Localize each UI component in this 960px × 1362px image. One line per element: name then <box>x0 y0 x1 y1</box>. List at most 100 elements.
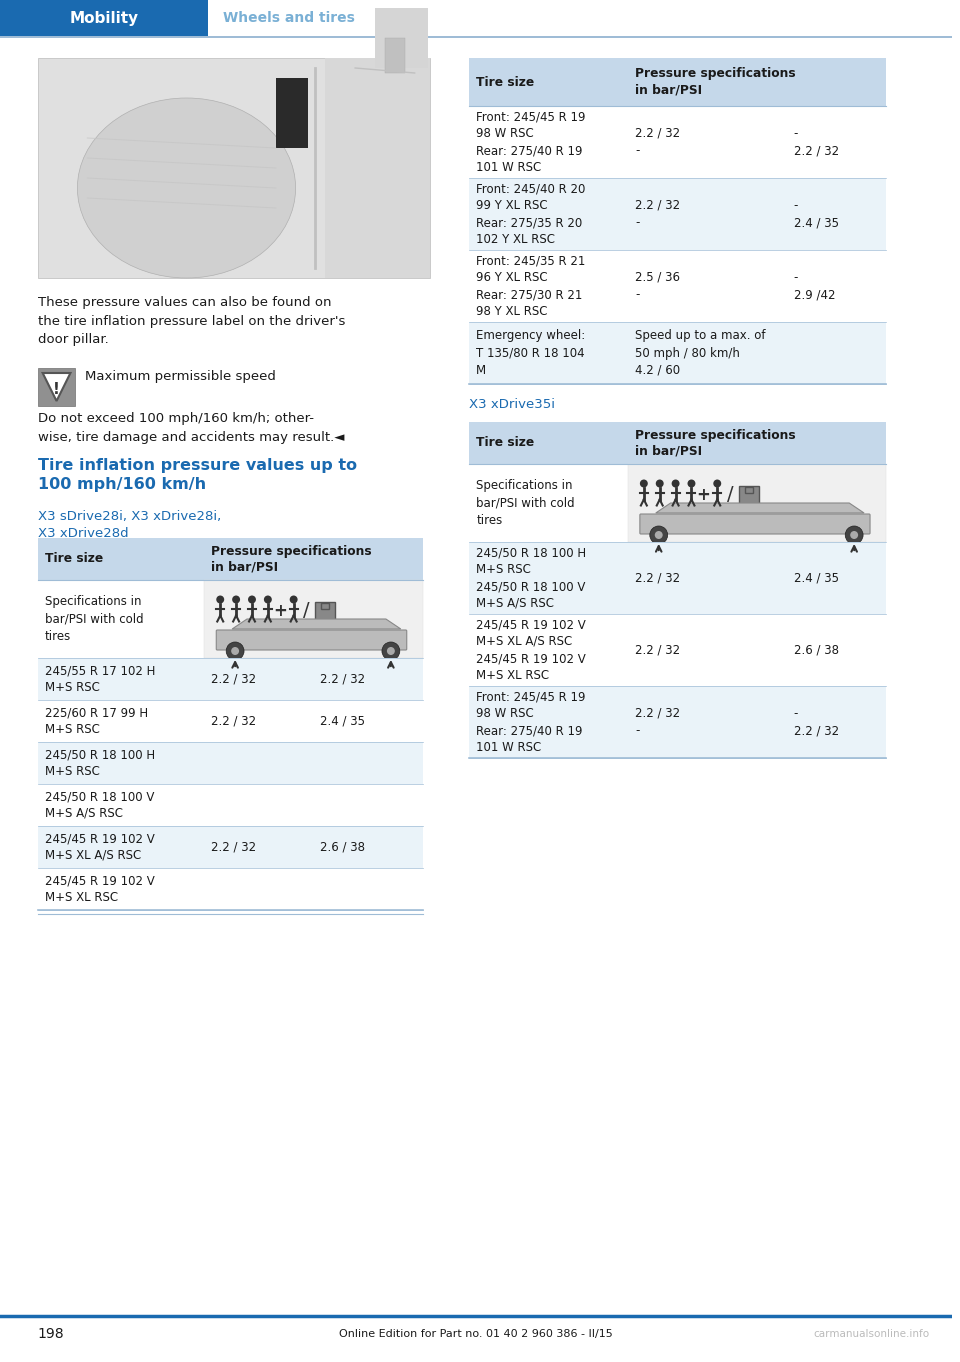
Bar <box>469 178 886 251</box>
Text: Speed up to a max. of
50 mph / 80 km/h
4.2 / 60: Speed up to a max. of 50 mph / 80 km/h 4… <box>635 330 765 376</box>
Text: 245/45 R 19 102 V
M+S XL A/S RSC: 245/45 R 19 102 V M+S XL A/S RSC <box>45 832 155 862</box>
Bar <box>37 700 422 742</box>
Text: Specifications in
bar/PSI with cold
tires: Specifications in bar/PSI with cold tire… <box>45 595 143 643</box>
Bar <box>37 785 422 825</box>
Text: 2.4 / 35: 2.4 / 35 <box>794 572 839 584</box>
Circle shape <box>851 531 858 539</box>
Circle shape <box>382 642 399 661</box>
Text: Pressure specifications
in bar/PSI: Pressure specifications in bar/PSI <box>635 429 796 458</box>
Text: /: / <box>727 485 733 504</box>
Bar <box>316 602 335 620</box>
Bar <box>469 106 886 178</box>
Bar <box>204 580 422 658</box>
Text: +: + <box>273 602 287 620</box>
Circle shape <box>655 531 662 539</box>
Text: -
2.9 /42: - 2.9 /42 <box>794 271 835 301</box>
Text: /: / <box>303 601 310 620</box>
Circle shape <box>845 526 863 543</box>
Text: 2.2 / 32
-: 2.2 / 32 - <box>635 199 680 229</box>
Circle shape <box>650 526 667 543</box>
Circle shape <box>264 595 272 603</box>
FancyBboxPatch shape <box>216 631 407 650</box>
Text: Mobility: Mobility <box>70 11 139 26</box>
Bar <box>628 464 886 542</box>
Polygon shape <box>42 373 70 400</box>
Bar <box>37 580 422 658</box>
Bar <box>469 321 886 384</box>
Text: 2.2 / 32
-: 2.2 / 32 - <box>635 127 680 157</box>
Bar <box>325 59 429 278</box>
Text: 2.2 / 32: 2.2 / 32 <box>321 673 366 685</box>
Text: Emergency wheel:
T 135/80 R 18 104
M: Emergency wheel: T 135/80 R 18 104 M <box>476 330 586 376</box>
Bar <box>469 464 886 542</box>
Text: -
2.4 / 35: - 2.4 / 35 <box>794 199 839 229</box>
Text: -
2.2 / 32: - 2.2 / 32 <box>794 127 839 157</box>
Text: These pressure values can also be found on
the tire inflation pressure label on : These pressure values can also be found … <box>37 296 345 346</box>
Text: Front: 245/40 R 20
99 Y XL RSC
Rear: 275/35 R 20
102 Y XL RSC: Front: 245/40 R 20 99 Y XL RSC Rear: 275… <box>476 183 586 247</box>
Text: Front: 245/35 R 21
96 Y XL RSC
Rear: 275/30 R 21
98 Y XL RSC: Front: 245/35 R 21 96 Y XL RSC Rear: 275… <box>476 253 586 317</box>
Text: carmanualsonline.info: carmanualsonline.info <box>813 1329 929 1339</box>
Bar <box>37 59 429 278</box>
Bar <box>37 742 422 785</box>
Bar <box>745 486 753 493</box>
Text: -
2.2 / 32: - 2.2 / 32 <box>794 707 839 737</box>
Text: +: + <box>696 485 710 504</box>
Circle shape <box>216 595 225 603</box>
Text: 2.2 / 32
-: 2.2 / 32 - <box>635 707 680 737</box>
Circle shape <box>231 647 239 655</box>
Text: Tire inflation pressure values up to
100 mph/160 km/h: Tire inflation pressure values up to 100… <box>37 458 357 492</box>
Bar <box>0 35 952 38</box>
Bar <box>469 686 886 759</box>
Circle shape <box>687 479 695 488</box>
Polygon shape <box>232 618 400 629</box>
Bar <box>322 602 329 609</box>
Text: 245/50 R 18 100 V
M+S A/S RSC: 245/50 R 18 100 V M+S A/S RSC <box>45 790 154 820</box>
Text: Tire size: Tire size <box>476 436 535 449</box>
Ellipse shape <box>78 98 296 278</box>
Text: Front: 245/45 R 19
98 W RSC
Rear: 275/40 R 19
101 W RSC: Front: 245/45 R 19 98 W RSC Rear: 275/40… <box>476 691 586 755</box>
Bar <box>37 538 422 580</box>
Circle shape <box>656 479 663 488</box>
Text: 245/45 R 19 102 V
M+S XL A/S RSC
245/45 R 19 102 V
M+S XL RSC: 245/45 R 19 102 V M+S XL A/S RSC 245/45 … <box>476 618 586 682</box>
Text: 245/55 R 17 102 H
M+S RSC: 245/55 R 17 102 H M+S RSC <box>45 665 155 695</box>
Circle shape <box>290 595 298 603</box>
Text: 2.2 / 32: 2.2 / 32 <box>211 715 256 727</box>
Circle shape <box>387 647 395 655</box>
Text: Tire size: Tire size <box>476 75 535 89</box>
Circle shape <box>640 479 648 488</box>
Circle shape <box>248 595 256 603</box>
Circle shape <box>713 479 721 488</box>
Text: 2.2 / 32: 2.2 / 32 <box>211 673 256 685</box>
Text: Pressure specifications
in bar/PSI: Pressure specifications in bar/PSI <box>635 68 796 97</box>
Polygon shape <box>656 503 864 513</box>
Text: Tire size: Tire size <box>45 553 103 565</box>
Bar <box>469 59 886 106</box>
Bar <box>276 78 307 148</box>
Bar <box>385 38 405 74</box>
Text: 2.2 / 32: 2.2 / 32 <box>211 840 256 854</box>
Bar <box>469 422 886 464</box>
Text: Front: 245/45 R 19
98 W RSC
Rear: 275/40 R 19
101 W RSC: Front: 245/45 R 19 98 W RSC Rear: 275/40… <box>476 110 586 174</box>
Text: Specifications in
bar/PSI with cold
tires: Specifications in bar/PSI with cold tire… <box>476 479 575 527</box>
Text: 245/50 R 18 100 H
M+S RSC: 245/50 R 18 100 H M+S RSC <box>45 748 155 778</box>
Text: 2.5 / 36
-: 2.5 / 36 - <box>635 271 680 301</box>
Text: 225/60 R 17 99 H
M+S RSC: 225/60 R 17 99 H M+S RSC <box>45 706 148 735</box>
Bar <box>469 542 886 614</box>
Text: Maximum permissible speed: Maximum permissible speed <box>85 370 276 383</box>
Circle shape <box>672 479 680 488</box>
Text: Online Edition for Part no. 01 40 2 960 386 - II/15: Online Edition for Part no. 01 40 2 960 … <box>339 1329 613 1339</box>
Bar <box>37 368 76 406</box>
Text: !: ! <box>53 381 60 396</box>
Circle shape <box>232 595 240 603</box>
Text: 2.6 / 38: 2.6 / 38 <box>794 643 839 656</box>
Text: 245/45 R 19 102 V
M+S XL RSC: 245/45 R 19 102 V M+S XL RSC <box>45 874 155 904</box>
Bar <box>739 485 759 504</box>
Bar <box>37 868 422 910</box>
Text: 2.2 / 32: 2.2 / 32 <box>635 572 680 584</box>
Text: 198: 198 <box>37 1327 64 1342</box>
Text: X3 sDrive28i, X3 xDrive28i,
X3 xDrive28d: X3 sDrive28i, X3 xDrive28i, X3 xDrive28d <box>37 509 221 539</box>
Bar <box>37 658 422 700</box>
Text: 2.2 / 32: 2.2 / 32 <box>635 643 680 656</box>
Text: X3 xDrive35i: X3 xDrive35i <box>469 398 555 411</box>
Text: Do not exceed 100 mph/160 km/h; other-
wise, tire damage and accidents may resul: Do not exceed 100 mph/160 km/h; other- w… <box>37 411 345 444</box>
